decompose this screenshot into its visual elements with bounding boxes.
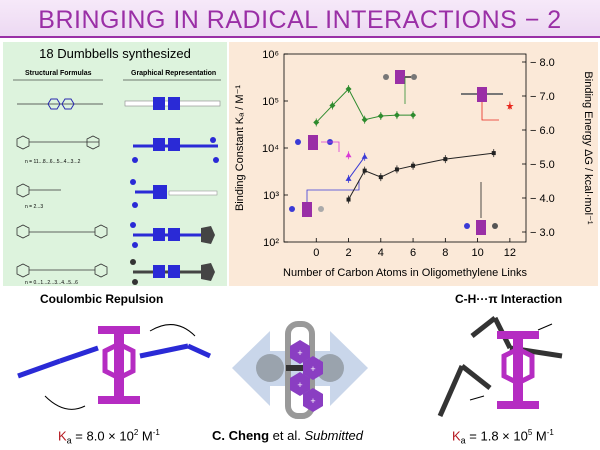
ka-left-subscript: a	[66, 435, 72, 446]
dumbbell-heading: 18 Dumbbells synthesized	[39, 46, 191, 61]
data-point	[443, 157, 448, 162]
complex-icon-right	[461, 87, 503, 121]
series-line-1	[348, 152, 494, 200]
dumbbell-structures: n = 11...8...6...5...4...3...2 n = 2...3	[13, 79, 221, 286]
dumbbell-row-3	[16, 179, 218, 208]
ka-left-symbol: K	[58, 428, 67, 444]
y2-tick-label: − 3.0	[530, 227, 555, 239]
svg-text:+: +	[297, 380, 302, 390]
y-tick-label: 10²	[263, 237, 279, 249]
ka-left-text: = 8.0 × 10	[71, 428, 134, 444]
dumbbell-row-2	[16, 135, 219, 163]
dumbbell-panel: 18 Dumbbells synthesized Structural Form…	[3, 42, 227, 286]
n-label-2: n = 2...3	[25, 204, 43, 210]
title-text: BRINGING IN RADICAL INTERACTIONS − 2	[38, 6, 562, 34]
dumbbell-row-5	[16, 259, 215, 285]
ka-left-unit: M	[138, 428, 153, 444]
ka-right-text: = 1.8 × 10	[465, 428, 528, 444]
citation-middle: et al.	[269, 428, 305, 443]
complex-icon-left-mid	[295, 135, 340, 152]
ka-left-unit-exponent: -1	[152, 428, 160, 437]
x-tick-label: 0	[313, 247, 319, 259]
y-tick-label: 10⁵	[262, 96, 279, 108]
citation: C. Cheng et al. Submitted	[212, 428, 363, 443]
citation-author: C. Cheng	[212, 428, 270, 443]
citation-status: Submitted	[304, 428, 364, 443]
y2-axis-label: Binding Energy ΔG / kcal·mol⁻¹	[582, 71, 594, 224]
y2-tick-label: − 7.0	[530, 91, 555, 103]
page-title: BRINGING IN RADICAL INTERACTIONS − 2	[0, 0, 600, 38]
x-tick-label: 2	[345, 247, 351, 259]
svg-text:+: +	[297, 348, 302, 358]
data-point	[329, 102, 336, 109]
data-point	[491, 151, 496, 156]
n-label-1: n = 11...8...6...5...4...3...2	[25, 159, 81, 165]
y-tick-label: 10⁶	[262, 49, 279, 61]
x-tick-label: 6	[410, 247, 416, 259]
ka-right-subscript: a	[460, 435, 466, 446]
complex-icon-top	[383, 70, 417, 104]
chart-panel: Binding Constant Kₐ / M⁻¹ Binding Energy…	[229, 42, 598, 286]
coulombic-molecule	[17, 324, 212, 410]
svg-text:+: +	[310, 364, 315, 374]
y2-tick-label: − 6.0	[530, 125, 555, 137]
n-label-3: n = 0...1...2...3...4...5...6	[25, 280, 78, 286]
binding-chart: Binding Constant Kₐ / M⁻¹ Binding Energy…	[234, 49, 594, 279]
coulombic-repulsion-label: Coulombic Repulsion	[40, 292, 164, 306]
complex-icon-bottom-left	[289, 180, 360, 217]
data-point	[378, 175, 383, 180]
y2-tick-label: − 4.0	[530, 193, 555, 205]
complex-icon-bottom-right	[464, 182, 498, 235]
data-point	[394, 167, 399, 172]
data-point	[345, 86, 352, 93]
dumbbell-row-4	[16, 222, 215, 248]
ka-left-exponent: 2	[133, 428, 139, 437]
x-tick-label: 8	[442, 247, 448, 259]
data-point	[345, 152, 352, 158]
central-complex: + + + +	[232, 321, 368, 419]
ka-right-unit-exponent: -1	[546, 428, 554, 437]
data-point	[393, 112, 400, 119]
x-tick-label: 12	[504, 247, 516, 259]
bottom-section: Coulombic Repulsion C-H···π Interaction	[0, 288, 600, 450]
series-line-2	[348, 156, 366, 180]
data-point	[411, 163, 416, 168]
y-tick-label: 10⁴	[262, 143, 279, 155]
svg-text:+: +	[310, 396, 315, 406]
data-point	[377, 112, 384, 119]
ka-right-exponent: 5	[527, 428, 533, 437]
title-underline	[0, 36, 600, 38]
molecular-graphics: + + + +	[17, 316, 563, 419]
data-point	[362, 168, 367, 173]
data-point	[410, 112, 417, 119]
data-point	[361, 116, 368, 123]
x-tick-label: 10	[471, 247, 483, 259]
x-axis-label: Number of Carbon Atoms in Oligomethylene…	[283, 267, 527, 279]
ch-pi-molecule	[437, 316, 563, 418]
data-point: ★	[505, 102, 514, 113]
ka-right-symbol: K	[452, 428, 461, 444]
data-point	[313, 119, 320, 126]
x-tick-label: 4	[378, 247, 384, 259]
y-axis-label: Binding Constant Kₐ / M⁻¹	[234, 85, 246, 211]
y2-tick-label: − 8.0	[530, 57, 555, 69]
structural-formulas-header: Structural Formulas	[25, 70, 92, 77]
ka-right-value: Ka = 1.8 × 105 M-1	[452, 428, 554, 445]
ka-left-value: Ka = 8.0 × 102 M-1	[58, 428, 160, 445]
ka-right-unit: M	[532, 428, 547, 444]
data-point	[361, 153, 368, 159]
ch-pi-interaction-label: C-H···π Interaction	[455, 292, 563, 306]
graphical-representation-header: Graphical Representation	[131, 70, 217, 77]
data-point	[346, 197, 351, 202]
data-point	[345, 175, 352, 181]
y2-tick-label: − 5.0	[530, 159, 555, 171]
y-tick-label: 10³	[263, 190, 279, 202]
dumbbell-row-1	[17, 97, 221, 110]
